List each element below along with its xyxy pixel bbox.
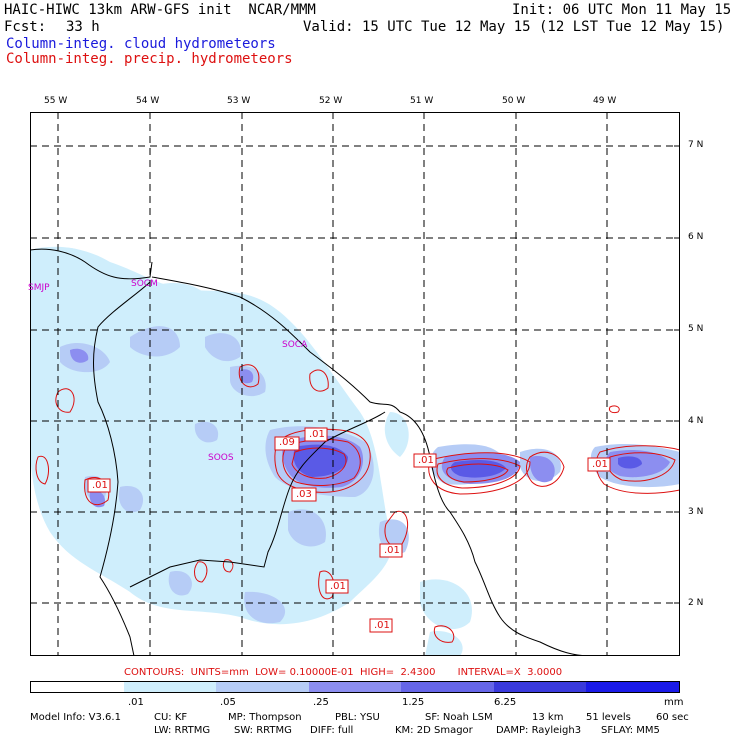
colorbar-label: .01	[128, 697, 144, 708]
cloud-shading-darkest	[293, 444, 642, 478]
contours-info: CONTOURS: UNITS=mm LOW= 0.10000E-01 HIGH…	[124, 667, 563, 678]
lat-label: 2 N	[688, 598, 704, 608]
model-info: DAMP: Rayleigh3	[496, 725, 582, 736]
forecast-label: Fcst:	[4, 19, 47, 35]
contour-label: .01	[592, 459, 608, 470]
lat-label: 3 N	[688, 507, 704, 517]
model-title: HAIC-HIWC 13km ARW-GFS init NCAR/MMM	[4, 2, 316, 18]
lon-label: 54 W	[136, 96, 160, 106]
colorbar-units: mm	[664, 697, 684, 708]
colorbar-label: .05	[220, 697, 236, 708]
model-info: 60 sec	[656, 712, 689, 723]
forecast-hour: 33 h	[66, 19, 100, 35]
model-info: PBL: YSU	[335, 712, 380, 723]
contour-label: .01	[309, 429, 325, 440]
colorbar-swatch	[31, 682, 124, 692]
model-info: CU: KF	[154, 712, 188, 723]
colorbar-swatch	[493, 682, 587, 692]
colorbar	[30, 681, 680, 693]
init-time: Init: 06 UTC Mon 11 May 15	[512, 2, 732, 18]
lon-label: 52 W	[319, 96, 343, 106]
country-borders	[93, 281, 386, 656]
model-info: DIFF: full	[310, 725, 354, 736]
precip-field-title: Column-integ. precip. hydrometeors	[6, 51, 293, 67]
contour-label: .01	[418, 455, 434, 466]
lon-label: 51 W	[410, 96, 434, 106]
contour-label-boxes	[87, 427, 611, 633]
contour-label: .09	[279, 437, 295, 448]
lon-label: 53 W	[227, 96, 251, 106]
colorbar-swatch	[308, 682, 402, 692]
station-label-socm: SOCM	[131, 279, 158, 289]
lon-label: 49 W	[593, 96, 617, 106]
colorbar-swatch	[401, 682, 494, 692]
model-info: 13 km	[532, 712, 564, 723]
model-info: SW: RRTMG	[234, 725, 292, 736]
contour-label: .01	[330, 581, 346, 592]
colorbar-swatch	[123, 682, 217, 692]
cloud-field-title: Column-integ. cloud hydrometeors	[6, 36, 276, 52]
colorbar-label: 1.25	[402, 697, 425, 708]
station-label-soos: SOOS	[208, 453, 234, 463]
colorbar-swatch	[216, 682, 309, 692]
model-info: KM: 2D Smagor	[395, 725, 473, 736]
model-info: MP: Thompson	[228, 712, 302, 723]
contour-label: .03	[296, 489, 312, 500]
contour-label: .01	[384, 545, 400, 556]
lat-label: 5 N	[688, 324, 704, 334]
tick-marks	[57, 112, 680, 604]
lat-label: 7 N	[688, 140, 704, 150]
map-plot	[30, 112, 680, 656]
colorbar-label: 6.25	[494, 697, 517, 708]
station-label-soca: SOCA	[282, 340, 308, 350]
colorbar-swatch	[586, 682, 680, 692]
station-label-smjp: SMJP	[28, 283, 50, 293]
contour-label: .01	[92, 480, 108, 491]
lon-label: 50 W	[502, 96, 526, 106]
valid-time: Valid: 15 UTC Tue 12 May 15 (12 LST Tue …	[303, 19, 725, 35]
lat-label: 4 N	[688, 416, 704, 426]
model-info: SFLAY: MM5	[601, 725, 660, 736]
contour-label: .01	[374, 620, 390, 631]
precip-contours	[35, 364, 680, 643]
lat-label: 6 N	[688, 232, 704, 242]
model-info: Model Info: V3.6.1	[30, 712, 121, 723]
model-info: LW: RRTMG	[154, 725, 211, 736]
coastline	[30, 248, 591, 656]
model-info: SF: Noah LSM	[425, 712, 493, 723]
lon-label: 55 W	[44, 96, 68, 106]
model-info: 51 levels	[586, 712, 631, 723]
colorbar-label: .25	[313, 697, 329, 708]
graticule	[30, 112, 680, 656]
